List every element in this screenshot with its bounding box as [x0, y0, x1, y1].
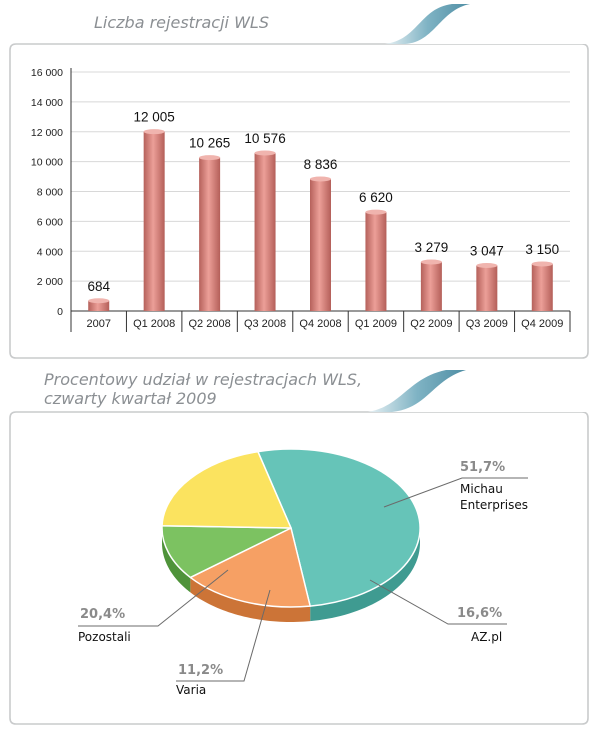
bar-y-tick-label: 6 000 — [37, 216, 63, 228]
bar-chart-categories: 2007 Q1 2008 Q2 2008 Q3 2008 Q4 2008 Q1 2009 Q… — [70, 311, 571, 332]
bar-category-label: Q3 2009 — [466, 318, 508, 330]
bar-cap — [476, 262, 498, 268]
pie-slice-varia — [161, 525, 292, 579]
bar-value-label: 684 — [87, 279, 110, 294]
pie-slice-pozostali — [161, 450, 292, 529]
pie-label-pozostali: Pozostali — [78, 630, 131, 644]
pie-chart-sides — [162, 528, 420, 622]
bar-q1-2008 — [143, 131, 165, 311]
bar-cap — [143, 129, 165, 135]
bar-cap — [531, 261, 553, 267]
pie-value-michau: 51,7% — [460, 460, 505, 475]
bar-chart-value-labels: 684 12 005 10 265 10 576 8 836 6 620 3 279 3 04… — [87, 110, 559, 294]
bar-value-label: 8 836 — [304, 157, 338, 172]
bar-value-label: 10 265 — [189, 136, 230, 151]
bar-value-label: 3 047 — [470, 243, 504, 258]
bar-chart-panel: Liczba rejestracji WLS 0 2 000 4 000 6 000 8… — [9, 4, 590, 359]
bar-category-label: Q1 2008 — [133, 318, 175, 330]
pie-side-varia — [162, 528, 191, 593]
bar-category-label: Q4 2008 — [299, 318, 341, 330]
bar-q2-2009 — [420, 262, 442, 311]
bar-cap — [420, 259, 442, 265]
pie-slice-michau-enterprises — [257, 448, 421, 607]
bar-y-tick-label: 8 000 — [37, 187, 63, 199]
bar-y-tick-label: 10 000 — [31, 157, 63, 169]
bar-cap — [254, 150, 276, 156]
bar-category-label: Q1 2009 — [355, 318, 397, 330]
bar-q2-2008 — [199, 157, 221, 311]
pie-value-azpl: 16,6% — [457, 606, 502, 621]
bar-value-label: 10 576 — [244, 131, 285, 146]
pie-side-michau-enterprises — [310, 528, 420, 622]
pie-label-michau-line-2: Enterprises — [460, 498, 528, 512]
bar-y-tick-label: 4 000 — [37, 246, 63, 258]
bar-q4-2008 — [310, 179, 331, 311]
pie-chart-slices — [161, 448, 421, 608]
bar-cap — [88, 298, 110, 304]
bar-q4-2009 — [531, 263, 553, 311]
bar-q3-2009 — [476, 265, 498, 311]
bar-category-label: Q4 2009 — [521, 318, 563, 330]
bar-chart-title: Liczba rejestracji WLS — [94, 13, 269, 32]
pie-label-varia: Varia — [176, 683, 206, 697]
pie-chart-title-line-2: czwarty kwartał 2009 — [44, 389, 217, 408]
bar-chart-y-ticks: 0 2 000 4 000 6 000 8 000 10 000 12 000 14 000 1… — [31, 67, 63, 318]
pie-leader-michau-enterprises — [383, 477, 528, 508]
bar-y-tick-label: 2 000 — [37, 276, 63, 288]
pie-label-azpl: AZ.pl — [471, 630, 502, 644]
bar-value-label: 6 620 — [359, 190, 393, 205]
pie-leader-pozostali — [78, 569, 229, 627]
pie-panel-tab-accent — [368, 370, 466, 412]
bar-category-label: Q3 2008 — [244, 318, 286, 330]
bar-cap — [310, 176, 331, 182]
bar-y-tick-label: 12 000 — [31, 127, 63, 139]
bar-panel-tab-accent — [385, 4, 470, 44]
pie-side-az-pl — [190, 577, 311, 622]
bar-category-label: Q2 2009 — [410, 318, 452, 330]
bar-category-label: Q2 2008 — [189, 318, 231, 330]
bar-cap — [365, 209, 387, 215]
bar-cap — [199, 155, 221, 161]
bar-category-label: 2007 — [86, 318, 110, 330]
pie-label-michau-line-1: Michau — [460, 482, 503, 496]
bar-2007 — [88, 300, 110, 311]
bar-q3-2008 — [254, 153, 276, 311]
pie-chart-leader-lines — [78, 477, 528, 682]
bar-value-label: 3 279 — [414, 240, 448, 255]
bar-y-tick-label: 14 000 — [31, 97, 63, 109]
pie-leader-varia — [176, 589, 271, 682]
pie-chart-panel: Procentowy udział w rejestracjach WLS, c… — [9, 370, 590, 725]
bar-value-label: 3 150 — [525, 242, 559, 257]
bar-q1-2009 — [365, 212, 387, 311]
pie-value-varia: 11,2% — [178, 663, 223, 678]
bar-chart-bars — [88, 129, 553, 311]
bar-value-label: 12 005 — [134, 110, 175, 125]
bar-y-tick-label: 0 — [57, 306, 63, 318]
pie-chart-title-line-1: Procentowy udział w rejestracjach WLS, — [44, 370, 362, 389]
bar-y-tick-label: 16 000 — [31, 67, 63, 79]
pie-leader-az-pl — [369, 579, 507, 625]
pie-slice-az-pl — [189, 527, 311, 608]
pie-value-pozostali: 20,4% — [80, 607, 125, 622]
